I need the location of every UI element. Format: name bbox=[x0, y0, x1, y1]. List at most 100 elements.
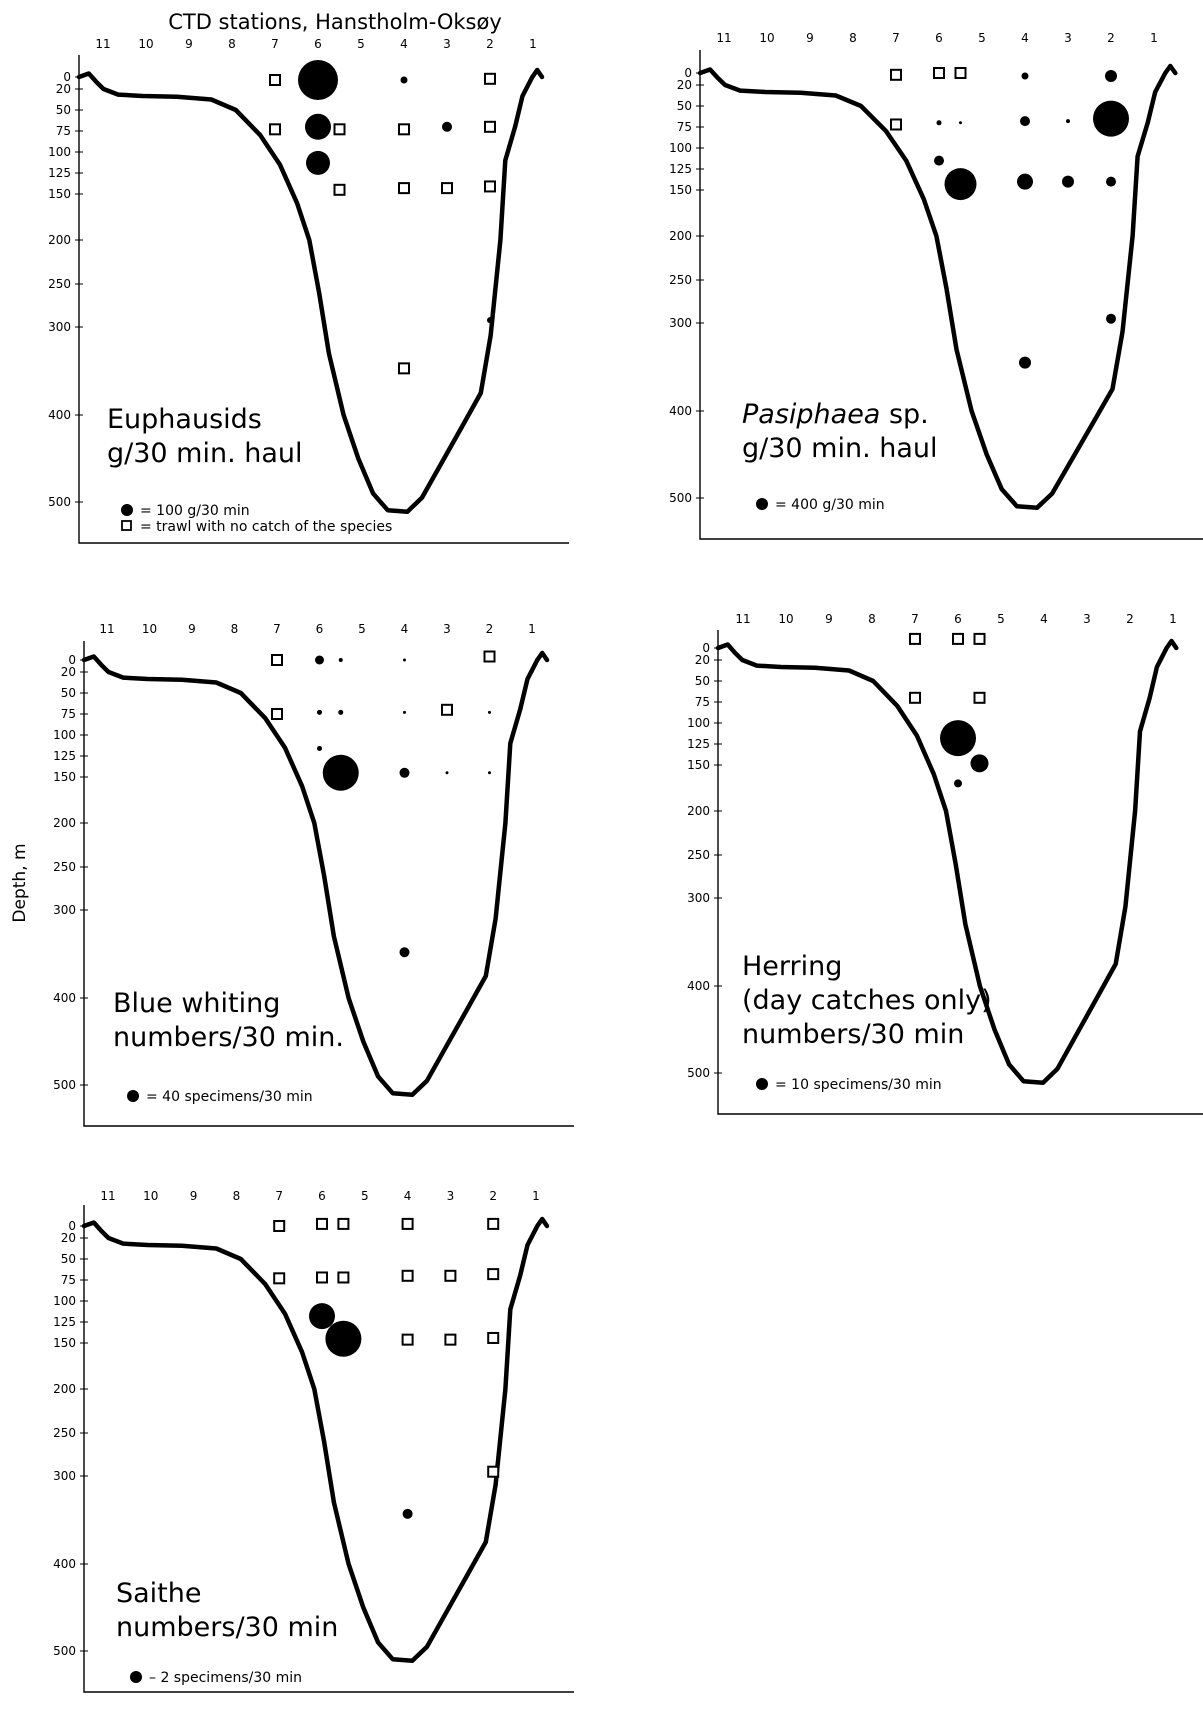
no-catch-square bbox=[398, 362, 410, 375]
no-catch-square bbox=[487, 1268, 500, 1281]
station-tick-label: 10 bbox=[142, 622, 157, 636]
axis-frame bbox=[78, 55, 569, 544]
depth-tick-label: 0 bbox=[684, 66, 692, 80]
depth-tick-label: 400 bbox=[48, 408, 71, 422]
station-tick-label: 6 bbox=[318, 1189, 326, 1203]
no-catch-square bbox=[273, 1220, 286, 1232]
no-catch-square bbox=[484, 180, 496, 193]
depth-tick-label: 20 bbox=[61, 1231, 76, 1245]
panel-title-line: Blue whiting bbox=[113, 988, 280, 1019]
no-catch-square bbox=[484, 72, 496, 85]
catch-circle bbox=[306, 150, 330, 175]
legend-text: – 2 specimens/30 min bbox=[149, 1670, 302, 1686]
station-tick-label: 3 bbox=[443, 37, 451, 51]
y-axis-label: Depth, m bbox=[10, 843, 30, 922]
station-tick-label: 8 bbox=[849, 31, 857, 45]
panel-title-line: Euphausids bbox=[107, 404, 262, 435]
no-catch-square bbox=[973, 691, 986, 704]
legend-text: = 400 g/30 min bbox=[775, 497, 885, 513]
depth-tick-label: 0 bbox=[68, 1219, 76, 1233]
no-catch-square bbox=[398, 123, 410, 136]
station-tick-label: 9 bbox=[185, 37, 193, 51]
station-tick-label: 11 bbox=[716, 31, 731, 45]
catch-circle bbox=[445, 771, 449, 775]
catch-circle bbox=[317, 745, 322, 751]
no-catch-square bbox=[273, 1272, 286, 1285]
catch-circle bbox=[1066, 119, 1070, 124]
legend-circle bbox=[756, 498, 768, 510]
panel-euphausids: 11 10 9 8 7 6 5 4 3 2 1020507510012515020025030040… bbox=[48, 37, 569, 544]
catch-circle bbox=[400, 76, 408, 84]
station-tick-label: 9 bbox=[806, 31, 814, 45]
depth-tick-label: 300 bbox=[687, 891, 710, 905]
depth-tick-label: 100 bbox=[687, 716, 710, 730]
depth-tick-label: 250 bbox=[53, 860, 76, 874]
figure-title: CTD stations, Hanstholm-Oksøy bbox=[168, 10, 502, 34]
no-catch-square bbox=[337, 1217, 350, 1230]
panel-blue-whiting: 11 10 9 8 7 6 5 4 3 2 1020507510012515020025030040… bbox=[53, 622, 574, 1127]
panel-title-line: Pasiphaea sp. bbox=[742, 399, 929, 430]
catch-circle bbox=[1062, 175, 1074, 188]
depth-tick-label: 0 bbox=[68, 653, 76, 667]
panel-title-line: numbers/30 min. bbox=[113, 1022, 344, 1053]
station-tick-label: 1 bbox=[529, 37, 537, 51]
station-tick-label: 6 bbox=[954, 612, 962, 626]
station-tick-label: 7 bbox=[273, 622, 281, 636]
station-tick-label: 9 bbox=[190, 1189, 198, 1203]
station-tick-label: 3 bbox=[443, 622, 451, 636]
no-catch-square bbox=[952, 632, 964, 645]
no-catch-square bbox=[484, 120, 496, 133]
catch-circle bbox=[305, 113, 331, 140]
depth-tick-label: 150 bbox=[53, 1336, 76, 1350]
depth-tick-label: 50 bbox=[56, 103, 71, 117]
station-tick-label: 7 bbox=[911, 612, 919, 626]
station-tick-label: 5 bbox=[357, 37, 365, 51]
catch-circle bbox=[325, 1320, 362, 1357]
catch-circle bbox=[1019, 356, 1031, 369]
no-catch-square bbox=[909, 691, 921, 704]
no-catch-square bbox=[444, 1269, 457, 1282]
catch-circle bbox=[315, 655, 324, 665]
no-catch-square bbox=[444, 1333, 457, 1346]
no-catch-square bbox=[398, 182, 410, 195]
no-catch-square bbox=[316, 1271, 328, 1284]
depth-tick-label: 50 bbox=[695, 674, 710, 688]
station-tick-label: 1 bbox=[528, 622, 536, 636]
depth-tick-label: 200 bbox=[48, 233, 71, 247]
legend-circle bbox=[756, 1078, 768, 1090]
station-tick-label: 10 bbox=[138, 37, 153, 51]
depth-tick-label: 20 bbox=[61, 665, 76, 679]
depth-tick-label: 75 bbox=[56, 124, 71, 138]
station-tick-label: 3 bbox=[447, 1189, 455, 1203]
station-tick-label: 1 bbox=[1169, 612, 1177, 626]
station-tick-label: 8 bbox=[233, 1189, 241, 1203]
depth-tick-label: 20 bbox=[695, 653, 710, 667]
station-tick-label: 7 bbox=[271, 37, 279, 51]
no-catch-square bbox=[487, 1331, 500, 1344]
no-catch-square bbox=[890, 118, 902, 131]
depth-tick-label: 125 bbox=[687, 737, 710, 751]
station-tick-label: 1 bbox=[532, 1189, 540, 1203]
axis-frame bbox=[83, 641, 574, 1127]
station-tick-label: 8 bbox=[231, 622, 239, 636]
station-tick-label: 2 bbox=[489, 1189, 497, 1203]
station-tick-label: 9 bbox=[188, 622, 196, 636]
catch-circle bbox=[298, 60, 338, 100]
catch-circle bbox=[970, 754, 989, 773]
catch-circle bbox=[317, 709, 322, 715]
catch-circle bbox=[1020, 116, 1030, 127]
panel-saithe: 11 10 9 8 7 6 5 4 3 2 1020507510012515020025030040… bbox=[53, 1189, 574, 1693]
catch-circle bbox=[959, 121, 962, 125]
panel-title-line: numbers/30 min bbox=[116, 1612, 338, 1643]
panel-title-line: (day catches only) bbox=[742, 985, 992, 1016]
station-tick-label: 2 bbox=[1126, 612, 1134, 626]
catch-circle bbox=[1105, 70, 1117, 82]
depth-tick-label: 100 bbox=[48, 145, 71, 159]
no-catch-square bbox=[269, 123, 281, 136]
depth-tick-label: 300 bbox=[53, 1469, 76, 1483]
depth-tick-label: 150 bbox=[53, 770, 76, 784]
station-tick-label: 2 bbox=[1107, 31, 1115, 45]
depth-tick-label: 500 bbox=[53, 1078, 76, 1092]
no-catch-square bbox=[890, 68, 902, 81]
station-tick-label: 5 bbox=[361, 1189, 369, 1203]
